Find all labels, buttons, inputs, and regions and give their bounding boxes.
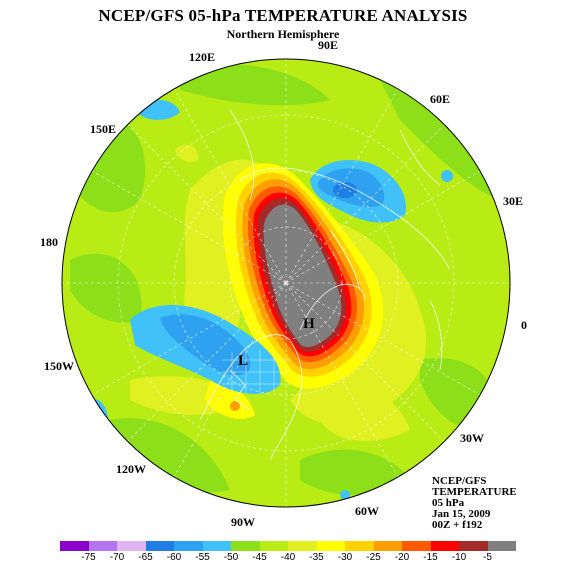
colorbar-tick-label: -55 xyxy=(195,552,210,563)
colorbar-tick-label: -15 xyxy=(423,552,438,563)
colorbar-tick-label: -30 xyxy=(337,552,353,563)
lon-label-120e: 120E xyxy=(189,50,216,64)
colorbar-swatch xyxy=(231,541,260,551)
colorbar-swatch xyxy=(202,541,231,551)
lon-label-90w: 90W xyxy=(231,515,255,529)
colorbar-tick-label: -10 xyxy=(451,552,467,563)
colorbar-swatch xyxy=(373,541,402,551)
colorbar xyxy=(60,541,516,551)
lon-label-120w: 120W xyxy=(116,462,146,476)
colorbar-swatch xyxy=(345,541,374,551)
colorbar-swatch xyxy=(288,541,317,551)
colorbar-tick-label: -65 xyxy=(138,552,153,563)
colorbar-swatch xyxy=(259,541,288,551)
lon-label-150e: 150E xyxy=(90,122,117,136)
colorbar-swatch xyxy=(316,541,345,551)
colorbar-swatch xyxy=(459,541,488,551)
colorbar-tick-label: -60 xyxy=(166,552,182,563)
info-block: NCEP/GFS TEMPERATURE 05 hPa Jan 15, 2009… xyxy=(432,476,517,531)
info-line-date: Jan 15, 2009 xyxy=(432,508,491,520)
map-boundary xyxy=(61,58,511,508)
colorbar-tick-label: -35 xyxy=(309,552,324,563)
colorbar-tick-label: -70 xyxy=(109,552,125,563)
info-line-model: NCEP/GFS xyxy=(432,475,487,487)
lon-label-180: 180 xyxy=(40,235,58,249)
colorbar-tick-label: -45 xyxy=(252,552,267,563)
colorbar-tick-label: -50 xyxy=(223,552,239,563)
info-line-forecast: 00Z + f192 xyxy=(432,519,483,531)
colorbar-swatch xyxy=(60,541,89,551)
lon-label-0: 0 xyxy=(521,318,527,332)
colorbar-tick-label: -5 xyxy=(483,552,492,563)
info-line-variable: TEMPERATURE xyxy=(432,486,517,498)
colorbar-tick-label: -75 xyxy=(81,552,96,563)
info-line-level: 05 hPa xyxy=(432,497,465,509)
temperature-field xyxy=(62,59,510,507)
colorbar-swatch xyxy=(487,541,516,551)
colorbar-swatch xyxy=(174,541,203,551)
warm-core xyxy=(263,204,342,348)
lon-label-150w: 150W xyxy=(44,359,74,373)
colorbar-tick-label: -40 xyxy=(280,552,296,563)
colorbar-swatch xyxy=(117,541,146,551)
colorbar-swatch xyxy=(145,541,174,551)
colorbar-swatch xyxy=(402,541,431,551)
colorbar-swatch xyxy=(88,541,117,551)
lon-label-90e: 90E xyxy=(318,38,339,52)
colorbar-swatch xyxy=(430,541,459,551)
colorbar-tick-label: -25 xyxy=(366,552,381,563)
map-subtitle: Northern Hemisphere xyxy=(226,27,340,41)
lon-label-60w: 60W xyxy=(355,504,379,518)
map-title: NCEP/GFS 05-hPa TEMPERATURE ANALYSIS xyxy=(98,6,468,25)
colorbar-tick-label: -20 xyxy=(394,552,410,563)
low-pressure-label: L xyxy=(238,353,249,369)
colorbar-ticks: -75 -70 -65 -60 -55 -50 -45 -40 -35 -30 -25 -20 -15 -… xyxy=(60,552,516,564)
lon-label-60e: 60E xyxy=(430,92,451,106)
high-pressure-label: H xyxy=(303,316,315,332)
lon-label-30e: 30E xyxy=(503,194,524,208)
lon-label-30w: 30W xyxy=(460,431,484,445)
